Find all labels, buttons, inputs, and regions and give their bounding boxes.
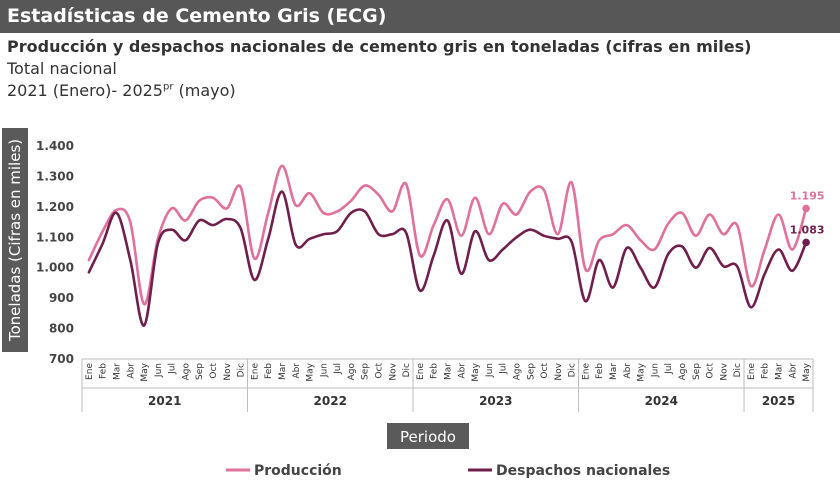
x-tick-label-month: Dic	[402, 363, 412, 377]
x-tick-label-month: Ago	[347, 363, 357, 381]
x-tick-label-month: Mar	[609, 363, 619, 380]
x-tick-label-month: Mar	[444, 363, 454, 380]
x-tick-label-month: Mar	[112, 363, 122, 380]
y-tick-label: 1.300	[36, 169, 74, 183]
x-tick-label-month: Feb	[99, 363, 109, 379]
y-tick-label: 1.100	[36, 230, 74, 244]
legend: Producción Despachos nacionales	[226, 463, 670, 479]
x-tick-label-month: Jun	[154, 363, 164, 378]
x-tick-label-month: Jul	[664, 363, 674, 375]
legend-despachos-label: Despachos nacionales	[496, 463, 670, 479]
y-tick-label: 700	[49, 352, 74, 366]
y-tick-label: 1.000	[36, 261, 74, 275]
x-tick-label-month: May	[637, 362, 647, 381]
x-axis-title: Periodo	[400, 428, 456, 446]
x-tick-label-month: Sep	[195, 363, 205, 380]
x-tick-label-month: Nov	[223, 362, 233, 380]
x-tick-label-month: Jul	[333, 363, 343, 375]
period-suffix: (mayo)	[173, 81, 236, 100]
x-tick-label-year: 2024	[645, 394, 678, 408]
legend-produccion-label: Producción	[254, 463, 342, 479]
x-tick-label-month: Sep	[526, 363, 536, 380]
series-layer: 1.195 1.083	[87, 164, 825, 327]
x-tick-label-month: Dic	[733, 363, 743, 377]
x-axis: Ene Feb Mar Abr May Jun Jul Ago Sep Oct Nov Dic Ene F…	[81, 358, 814, 412]
y-tick-label: 800	[49, 322, 74, 336]
x-tick-label-month: Oct	[209, 363, 219, 379]
x-tick-label-month: Feb	[264, 363, 274, 379]
x-tick-label-month: May	[802, 362, 812, 381]
x-tick-label-month: Dic	[237, 363, 247, 377]
x-tick-label-month: Feb	[761, 363, 771, 379]
x-tick-label-year: 2021	[148, 394, 181, 408]
x-tick-label-month: Feb	[430, 363, 440, 379]
x-tick-label-month: Ene	[250, 363, 260, 380]
x-tick-label-month: Jun	[485, 363, 495, 378]
y-tick-label: 900	[49, 291, 74, 305]
x-tick-label-month: Abr	[292, 363, 302, 379]
x-tick-label-month: Abr	[788, 363, 798, 379]
x-tick-label-month: Jul	[499, 363, 509, 375]
y-axis-ticks: 700 800 900 1.000 1.100 1.200 1.300 1.400	[36, 139, 74, 366]
y-tick-label: 1.400	[36, 139, 74, 153]
x-tick-label-month: Oct	[375, 363, 385, 379]
x-tick-label-month: Abr	[457, 363, 467, 379]
chart-period: 2021 (Enero)- 2025pr (mayo)	[7, 81, 236, 100]
period-prefix: 2021 (Enero)- 2025	[7, 81, 163, 100]
x-tick-label-month: Ago	[678, 363, 688, 381]
y-axis-title: Toneladas (Cifras en miles)	[6, 139, 24, 342]
x-tick-label-month: May	[471, 362, 481, 381]
x-tick-label-month: Ago	[512, 363, 522, 381]
x-tick-label-month: Jul	[168, 363, 178, 375]
x-tick-label-month: Ene	[747, 363, 757, 380]
x-tick-label-month: Nov	[554, 362, 564, 380]
x-tick-label-month: Abr	[126, 363, 136, 379]
x-tick-label-month: Mar	[278, 363, 288, 380]
chart-subtitle: Total nacional	[7, 59, 117, 78]
x-tick-label-month: Ene	[416, 363, 426, 380]
data-label-despachos: 1.083	[790, 223, 825, 236]
x-tick-label-month: Oct	[540, 363, 550, 379]
x-tick-label-month: Sep	[361, 363, 371, 380]
x-axis-title-box	[387, 423, 469, 449]
x-tick-label-month: Mar	[775, 363, 785, 380]
series-line-produccion	[87, 164, 808, 306]
chart-title: Producción y despachos nacionales de cem…	[7, 37, 752, 56]
x-tick-label-month: May	[140, 362, 150, 381]
x-tick-label-month: Dic	[568, 363, 578, 377]
x-tick-label-year: 2025	[762, 394, 795, 408]
x-tick-label-month: Feb	[595, 363, 605, 379]
x-tick-label-month: May	[306, 362, 316, 381]
series-last-point-produccion	[802, 204, 810, 213]
header-banner: Estadísticas de Cemento Gris (ECG)	[0, 0, 840, 33]
x-tick-label-month: Jun	[319, 363, 329, 378]
x-tick-label-month: Sep	[692, 363, 702, 380]
data-label-produccion: 1.195	[790, 189, 825, 202]
x-tick-label-month: Ene	[581, 363, 591, 380]
x-tick-label-year: 2022	[314, 394, 347, 408]
period-superscript: pr	[162, 81, 174, 93]
series-line-despachos	[87, 190, 808, 327]
x-tick-label-month: Abr	[623, 363, 633, 379]
x-tick-label-month: Ene	[85, 363, 95, 380]
x-tick-label-month: Nov	[719, 362, 729, 380]
x-tick-label-month: Oct	[706, 363, 716, 379]
y-axis-title-box	[2, 128, 28, 352]
x-tick-label-month: Nov	[388, 362, 398, 380]
x-tick-label-month: Jun	[650, 363, 660, 378]
x-tick-label-month: Ago	[181, 363, 191, 381]
series-last-point-despachos	[802, 238, 810, 247]
banner-title: Estadísticas de Cemento Gris (ECG)	[7, 5, 387, 27]
y-tick-label: 1.200	[36, 200, 74, 214]
x-tick-label-year: 2023	[479, 394, 512, 408]
